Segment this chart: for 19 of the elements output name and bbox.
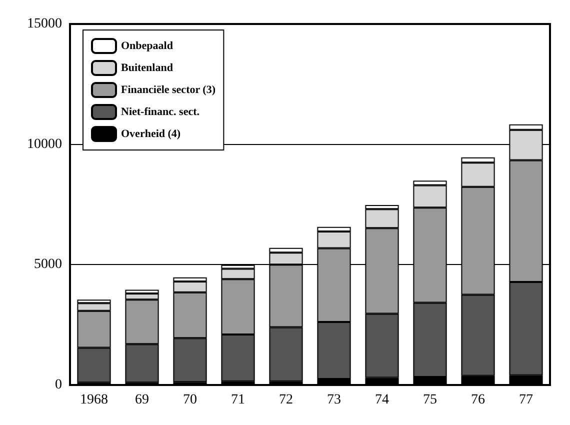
legend-label: Buitenland [121,62,173,74]
x-tick-label: 75 [423,392,437,408]
x-tick-label: 70 [183,392,197,408]
x-tick-label: 73 [327,392,341,408]
y-tick-label: 15000 [27,16,62,32]
legend-label: Onbepaald [121,40,173,52]
y-tick-label: 10000 [27,136,62,152]
legend-label: Overheid (4) [121,128,181,140]
y-tick-label: 0 [55,378,62,392]
y-tick-label: 5000 [34,257,62,272]
x-tick-label: 72 [279,392,293,408]
x-tick-label: 76 [471,392,485,408]
x-tick-label: 71 [231,392,245,408]
legend-label: Financiële sector (3) [121,84,216,96]
legend-label: Niet-financ. sect. [121,106,200,118]
x-tick-label: 74 [375,392,389,408]
x-tick-label: 77 [519,392,533,408]
x-tick-label: 1968 [80,392,108,408]
x-tick-label: 69 [135,392,149,408]
